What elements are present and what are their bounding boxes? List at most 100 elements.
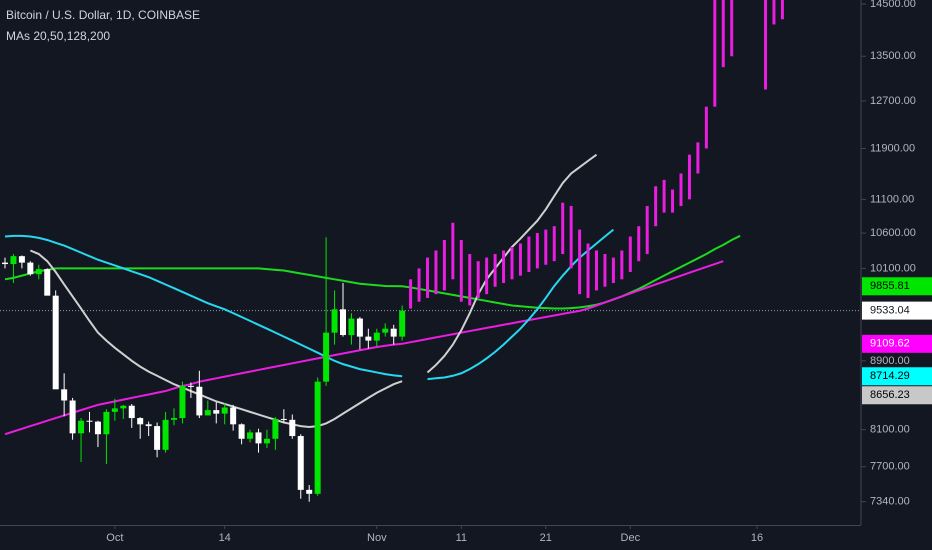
candle-body	[314, 381, 321, 494]
chart-subtitle: MAs 20,50,128,200	[6, 29, 110, 43]
price-label: 9533.04	[870, 305, 910, 317]
candle-body	[94, 421, 101, 435]
price-label-box	[862, 301, 932, 320]
candle-body	[44, 269, 51, 296]
projection-bar	[561, 202, 565, 255]
candle-body	[221, 407, 228, 414]
projection-bar	[544, 229, 548, 265]
candle-body	[154, 426, 161, 450]
candle-body	[272, 418, 279, 439]
y-tick-label: 7340.00	[870, 496, 910, 508]
candle-body	[78, 420, 85, 434]
candle-body	[27, 262, 34, 275]
y-tick-label: 10600.00	[870, 227, 916, 239]
y-tick-label: 7700.00	[870, 461, 910, 473]
candle-body	[179, 385, 186, 419]
y-tick-label: 8100.00	[870, 424, 910, 436]
projection-bar	[518, 243, 522, 276]
y-tick-label: 14500.00	[870, 0, 916, 10]
price-label-box	[862, 334, 932, 353]
candle-body	[128, 405, 135, 419]
projection-bar	[713, 0, 717, 107]
projection-bar	[510, 246, 514, 280]
y-tick-label: 11900.00	[870, 142, 915, 154]
projection-bar	[780, 0, 784, 20]
candle-body	[69, 400, 76, 434]
projection-bar	[535, 233, 539, 269]
y-tick-label: 10100.00	[870, 262, 916, 274]
candle-body	[297, 436, 304, 490]
candle-body	[171, 418, 177, 420]
ma-line	[4, 260, 724, 436]
candle-body	[137, 418, 144, 425]
projection-bar	[569, 205, 573, 269]
projection-bar	[611, 257, 615, 283]
x-tick-label: 21	[540, 532, 552, 544]
candle-body	[103, 411, 110, 435]
projection-bar	[493, 254, 497, 287]
price-label: 8714.29	[870, 370, 910, 382]
projection-bar	[696, 142, 700, 174]
candle-body	[382, 328, 389, 333]
projection-bar	[687, 154, 691, 200]
candle-body	[280, 418, 287, 420]
projection-bar	[603, 254, 607, 287]
x-tick-label: Oct	[106, 532, 123, 544]
candle-body	[390, 328, 397, 337]
candle-body	[120, 405, 127, 409]
projection-bar	[451, 222, 455, 280]
projection-bar	[704, 106, 708, 149]
candle-body	[238, 424, 245, 439]
candle-body	[331, 309, 338, 333]
projection-bar	[764, 0, 767, 90]
candle-body	[86, 420, 93, 422]
projection-bar	[468, 254, 472, 306]
candle-body	[247, 432, 254, 439]
candle-body	[196, 386, 203, 416]
projection-bar	[434, 250, 438, 295]
projection-bar	[679, 173, 683, 206]
projection-bar	[502, 250, 506, 283]
price-label-box	[862, 367, 932, 386]
x-tick-label: Dec	[621, 532, 641, 544]
projection-bar	[721, 0, 725, 68]
y-tick-label: 11100.00	[870, 193, 914, 205]
y-tick-label: 13500.00	[870, 50, 916, 62]
projection-bar	[476, 261, 480, 298]
candle-body	[18, 256, 25, 263]
projection-bar	[671, 189, 675, 213]
candle-body	[145, 424, 152, 427]
projection-bar	[595, 250, 598, 291]
projection-bar	[628, 236, 632, 273]
plot-area	[0, 0, 860, 502]
candle-body	[348, 318, 355, 336]
candle-body	[399, 310, 406, 337]
price-label: 9109.62	[870, 338, 910, 350]
y-tick-label: 8900.00	[870, 355, 910, 367]
y-tick-label: 12700.00	[870, 95, 916, 107]
price-label: 8656.23	[870, 389, 910, 401]
candle-body	[187, 385, 194, 387]
candle-body	[365, 336, 372, 341]
x-tick-label: 16	[751, 532, 763, 544]
projection-bar	[662, 179, 666, 213]
projection-bar	[772, 0, 776, 25]
candle-body	[204, 410, 211, 416]
x-tick-label: 14	[219, 532, 231, 544]
x-tick-label: Nov	[367, 532, 387, 544]
candle-body	[162, 419, 169, 450]
projection-bar	[578, 229, 582, 295]
projection-bar	[485, 257, 489, 295]
projection-bar	[442, 239, 446, 291]
candle-body	[52, 295, 59, 390]
candle-body	[230, 407, 237, 425]
candle-body	[323, 332, 330, 382]
candle-body	[10, 256, 17, 265]
projection-bar	[654, 186, 658, 227]
projection-bar	[417, 268, 421, 302]
candle-body	[289, 419, 296, 437]
candle-body	[340, 309, 346, 336]
